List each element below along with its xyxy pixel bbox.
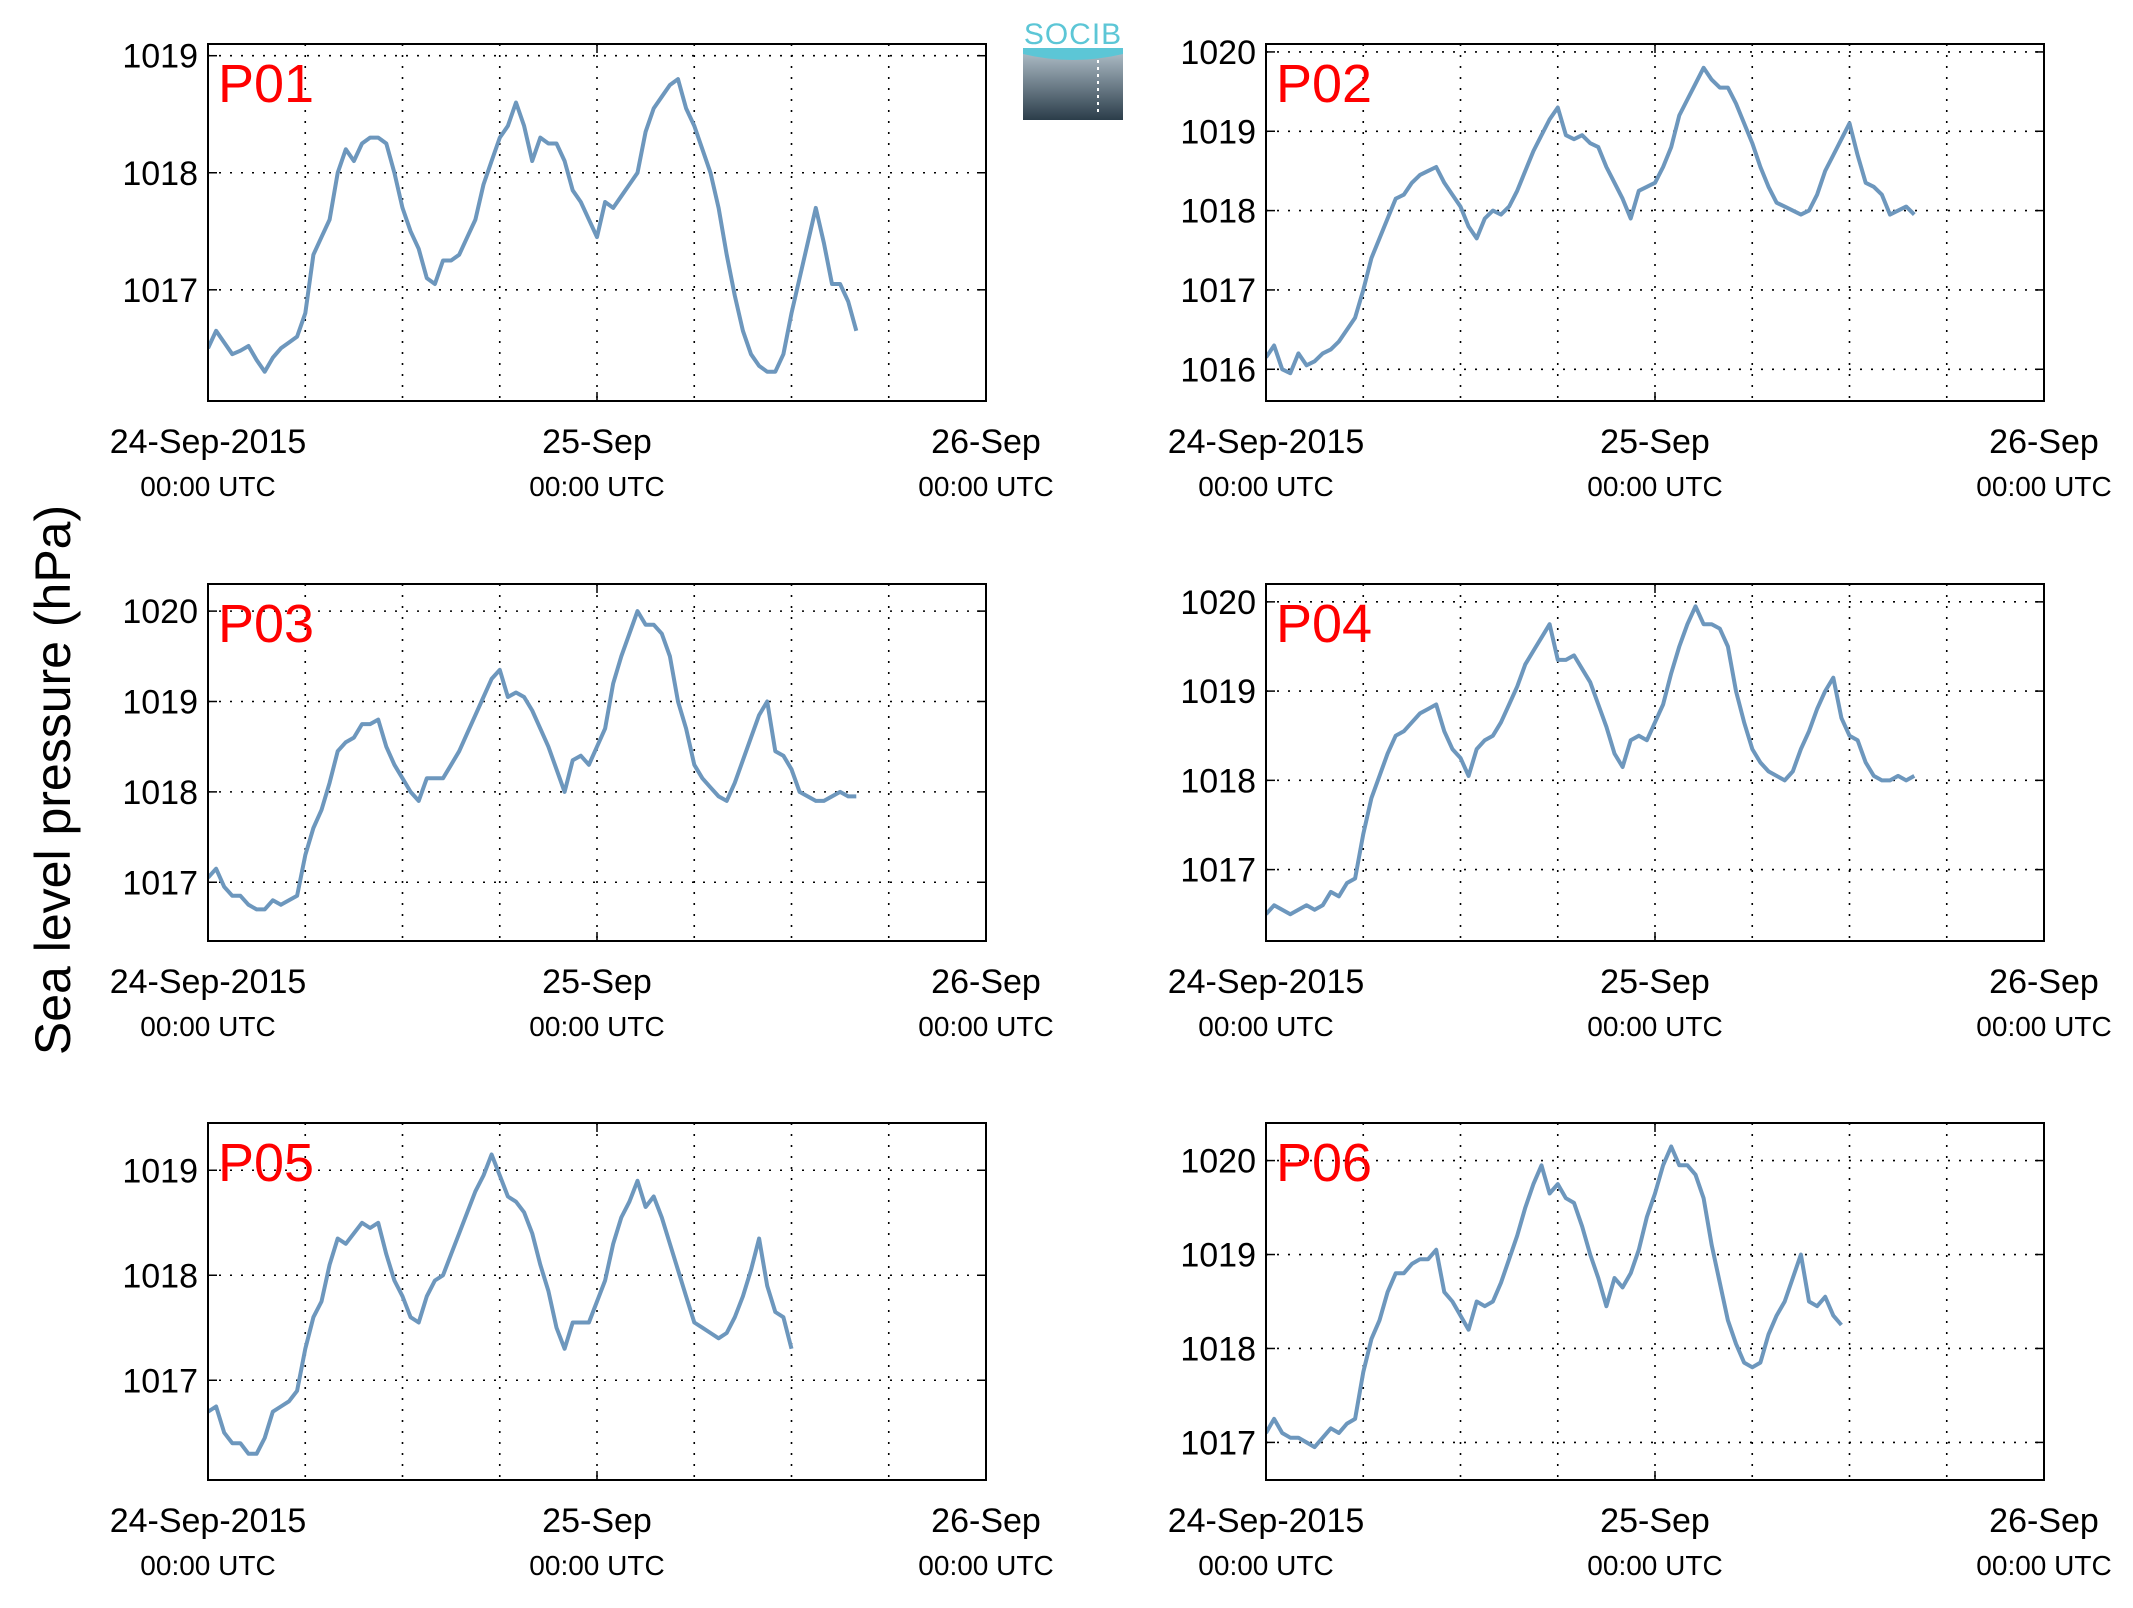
plot-frame <box>1265 1122 2045 1481</box>
x-tick-time: 00:00 UTC <box>140 1550 275 1581</box>
x-tick-date: 25-Sep <box>1600 963 1710 1001</box>
x-tick-date: 25-Sep <box>1600 423 1710 461</box>
x-tick-time: 00:00 UTC <box>1198 1550 1333 1581</box>
x-tick-date: 26-Sep <box>931 1502 1041 1540</box>
x-tick-time: 00:00 UTC <box>918 1550 1053 1581</box>
x-tick-time: 00:00 UTC <box>1587 1011 1722 1042</box>
x-tick-date: 26-Sep <box>1989 963 2099 1001</box>
series-line <box>1266 65 1916 376</box>
y-tick-label: 1020 <box>122 593 198 631</box>
panel-label: P01 <box>218 54 314 114</box>
x-tick-date: 24-Sep-2015 <box>1168 1502 1365 1540</box>
y-tick-label: 1018 <box>1180 762 1256 800</box>
x-tick-time: 00:00 UTC <box>1976 1550 2111 1581</box>
y-tick-label: 1019 <box>1180 673 1256 711</box>
x-tick-time: 00:00 UTC <box>1198 1011 1333 1042</box>
y-tick-label: 1019 <box>122 38 198 76</box>
chart-panel-p04: 1017 1018 1019 1020 24-Sep-2015 00:00 UTC 25-S… <box>1168 583 2112 1042</box>
y-tick-label: 1017 <box>1180 852 1256 890</box>
x-tick-time: 00:00 UTC <box>140 471 275 502</box>
x-tick-date: 26-Sep <box>931 423 1041 461</box>
y-tick-label: 1018 <box>122 155 198 193</box>
plot-frame <box>1265 43 2045 402</box>
x-tick-date: 24-Sep-2015 <box>1168 963 1365 1001</box>
series-line <box>208 609 857 912</box>
chart-panel-p05: 1017 1018 1019 24-Sep-2015 00:00 UTC 25-Sep 00… <box>110 1122 1054 1581</box>
x-tick-time: 00:00 UTC <box>1976 471 2111 502</box>
series-line <box>208 77 859 374</box>
socib-logo: SOCIB <box>1023 18 1123 120</box>
chart-panel-p02: 1016 1017 1018 1019 1020 24-Sep-2015 00:00 UTC… <box>1168 34 2112 502</box>
plot-frame <box>207 43 987 402</box>
y-tick-label: 1016 <box>1180 351 1256 389</box>
y-tick-label: 1019 <box>122 1152 198 1190</box>
y-tick-label: 1018 <box>1180 193 1256 231</box>
y-tick-label: 1020 <box>1180 1143 1256 1181</box>
y-tick-label: 1018 <box>1180 1330 1256 1368</box>
logo-text: SOCIB <box>1024 18 1122 51</box>
y-tick-label: 1017 <box>122 1362 198 1400</box>
y-tick-label: 1018 <box>122 774 198 812</box>
x-tick-date: 25-Sep <box>542 423 652 461</box>
panel-label: P06 <box>1276 1133 1372 1193</box>
panel-label: P05 <box>218 1133 314 1193</box>
y-tick-label: 1019 <box>122 683 198 721</box>
x-tick-date: 25-Sep <box>542 1502 652 1540</box>
y-tick-label: 1019 <box>1180 113 1256 151</box>
x-tick-time: 00:00 UTC <box>1587 1550 1722 1581</box>
x-tick-time: 00:00 UTC <box>140 1011 275 1042</box>
x-tick-time: 00:00 UTC <box>1198 471 1333 502</box>
x-tick-time: 00:00 UTC <box>918 1011 1053 1042</box>
series-line <box>208 1152 794 1456</box>
y-tick-label: 1018 <box>122 1257 198 1295</box>
y-tick-label: 1017 <box>1180 1424 1256 1462</box>
x-tick-date: 24-Sep-2015 <box>1168 423 1365 461</box>
y-axis-label: Sea level pressure (hPa) <box>25 505 81 1055</box>
x-tick-date: 26-Sep <box>1989 1502 2099 1540</box>
x-tick-date: 24-Sep-2015 <box>110 1502 307 1540</box>
chart-panel-p06: 1017 1018 1019 1020 24-Sep-2015 00:00 UTC 25-S… <box>1168 1122 2112 1581</box>
panel-label: P04 <box>1276 594 1372 654</box>
x-tick-date: 25-Sep <box>542 963 652 1001</box>
x-tick-time: 00:00 UTC <box>1976 1011 2111 1042</box>
y-tick-label: 1020 <box>1180 584 1256 622</box>
x-tick-time: 00:00 UTC <box>529 1011 664 1042</box>
x-tick-date: 26-Sep <box>931 963 1041 1001</box>
x-tick-time: 00:00 UTC <box>529 471 664 502</box>
y-tick-label: 1020 <box>1180 34 1256 72</box>
x-tick-time: 00:00 UTC <box>529 1550 664 1581</box>
y-tick-label: 1017 <box>122 864 198 902</box>
x-tick-date: 24-Sep-2015 <box>110 963 307 1001</box>
x-tick-time: 00:00 UTC <box>1587 471 1722 502</box>
y-tick-label: 1017 <box>122 272 198 310</box>
chart-panel-p03: 1017 1018 1019 1020 24-Sep-2015 00:00 UTC 25-S… <box>110 583 1054 1042</box>
x-tick-date: 25-Sep <box>1600 1502 1710 1540</box>
x-tick-time: 00:00 UTC <box>918 471 1053 502</box>
series-line <box>1266 604 1916 917</box>
panel-label: P02 <box>1276 54 1372 114</box>
y-tick-label: 1019 <box>1180 1237 1256 1275</box>
x-tick-date: 24-Sep-2015 <box>110 423 307 461</box>
plot-frame <box>207 583 987 942</box>
series-line <box>1266 1144 1843 1450</box>
panel-label: P03 <box>218 594 314 654</box>
y-tick-label: 1017 <box>1180 272 1256 310</box>
chart-panel-p01: 1017 1018 1019 24-Sep-2015 00:00 UTC 25-Sep 00… <box>110 38 1054 502</box>
x-tick-date: 26-Sep <box>1989 423 2099 461</box>
